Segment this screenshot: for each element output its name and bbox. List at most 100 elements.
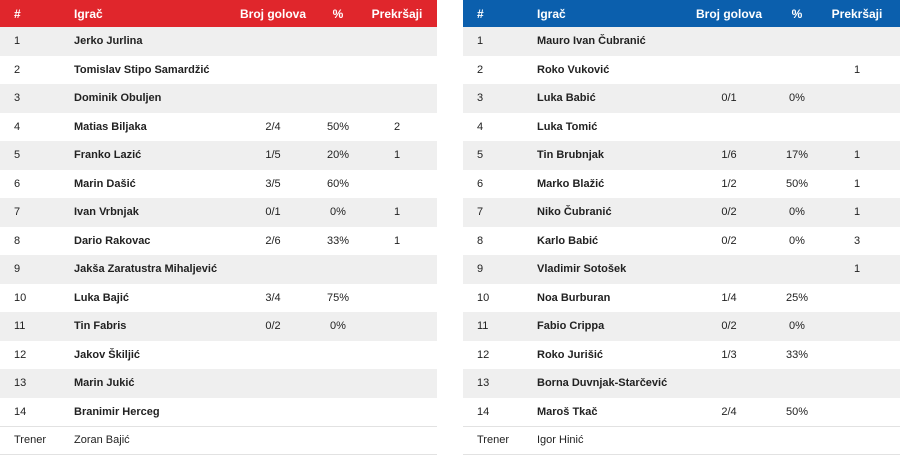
player-fouls (377, 312, 417, 341)
player-row: 1 Jerko Jurlina (0, 27, 437, 56)
coach-label: Trener (14, 434, 46, 447)
player-percent: 17% (785, 149, 809, 162)
player-row: 11 Fabio Crippa 0/2 0% (463, 312, 900, 341)
player-percent (318, 84, 358, 113)
player-percent: 0% (789, 234, 805, 247)
player-name: Fabio Crippa (537, 320, 605, 333)
player-percent (777, 369, 817, 398)
player-goals: 1/5 (265, 149, 281, 162)
player-name: Jakša Zaratustra Mihaljević (74, 263, 218, 276)
header-percent: % (791, 6, 803, 21)
player-percent: 0% (789, 92, 805, 105)
player-name: Marin Dašić (74, 177, 136, 190)
player-fouls: 1 (853, 206, 861, 219)
player-fouls: 1 (853, 149, 861, 162)
player-fouls (837, 341, 877, 370)
player-goals: 1/4 (721, 291, 737, 304)
player-goals: 0/1 (265, 206, 281, 219)
player-goals: 1/6 (721, 149, 737, 162)
player-goals (248, 84, 298, 113)
player-name: Luka Babić (537, 92, 596, 105)
player-number: 10 (477, 291, 490, 304)
player-name: Noa Burburan (537, 291, 611, 304)
player-fouls (837, 398, 877, 427)
away-team-table: # Igrač Broj golova % Prekršaji 1 Mauro I… (463, 0, 900, 455)
player-name: Tin Fabris (74, 320, 127, 333)
player-number: 13 (14, 377, 27, 390)
player-percent: 50% (326, 120, 350, 133)
player-fouls (837, 113, 877, 142)
player-fouls (377, 27, 417, 56)
player-goals: 3/5 (265, 177, 281, 190)
player-percent (318, 255, 358, 284)
player-number: 2 (14, 63, 21, 76)
player-percent: 0% (330, 206, 346, 219)
player-number: 11 (477, 320, 489, 333)
header-number: # (477, 6, 484, 21)
player-percent (777, 27, 817, 56)
player-percent: 25% (785, 291, 809, 304)
player-number: 11 (14, 320, 26, 333)
player-row: 13 Marin Jukić (0, 369, 437, 398)
player-name: Roko Vuković (537, 63, 610, 76)
player-goals: 0/2 (721, 206, 737, 219)
player-number: 4 (14, 120, 21, 133)
player-percent: 75% (326, 291, 350, 304)
player-fouls: 1 (393, 149, 401, 162)
player-goals (704, 27, 754, 56)
player-percent: 50% (785, 177, 809, 190)
player-number: 2 (477, 63, 484, 76)
player-percent: 33% (785, 348, 809, 361)
player-name: Ivan Vrbnjak (74, 206, 139, 219)
player-fouls: 1 (853, 263, 861, 276)
header-goals: Broj golova (240, 6, 307, 21)
player-row: 12 Roko Jurišić 1/3 33% (463, 341, 900, 370)
header-percent: % (332, 6, 344, 21)
player-number: 6 (477, 177, 484, 190)
player-number: 5 (477, 149, 484, 162)
player-goals: 2/6 (265, 234, 281, 247)
player-goals (704, 56, 754, 85)
player-goals (704, 255, 754, 284)
player-fouls (377, 398, 417, 427)
player-name: Marko Blažić (537, 177, 605, 190)
player-name: Tin Brubnjak (537, 149, 605, 162)
player-goals: 0/2 (265, 320, 281, 333)
player-number: 8 (477, 234, 484, 247)
player-number: 10 (14, 291, 27, 304)
player-percent: 0% (330, 320, 346, 333)
player-goals: 0/2 (721, 320, 737, 333)
player-number: 3 (477, 92, 484, 105)
player-percent: 50% (785, 405, 809, 418)
player-goals (704, 369, 754, 398)
player-name: Dominik Obuljen (74, 92, 162, 105)
player-row: 12 Jakov Škiljić (0, 341, 437, 370)
player-number: 7 (477, 206, 484, 219)
player-row: 10 Noa Burburan 1/4 25% (463, 284, 900, 313)
table-header: # Igrač Broj golova % Prekršaji (0, 0, 437, 27)
player-number: 7 (14, 206, 21, 219)
player-fouls: 1 (853, 177, 861, 190)
player-percent (777, 56, 817, 85)
player-number: 12 (14, 348, 27, 361)
player-row: 6 Marin Dašić 3/5 60% (0, 170, 437, 199)
player-name: Maroš Tkač (537, 405, 598, 418)
player-number: 5 (14, 149, 21, 162)
player-name: Niko Čubranić (537, 206, 612, 219)
player-number: 13 (477, 377, 490, 390)
player-fouls (377, 255, 417, 284)
player-row: 8 Dario Rakovac 2/6 33% 1 (0, 227, 437, 256)
table-header: # Igrač Broj golova % Prekršaji (463, 0, 900, 27)
home-team-table: # Igrač Broj golova % Prekršaji 1 Jerko J… (0, 0, 437, 455)
player-row: 6 Marko Blažić 1/2 50% 1 (463, 170, 900, 199)
player-goals (248, 27, 298, 56)
player-row: 4 Matias Biljaka 2/4 50% 2 (0, 113, 437, 142)
player-row: 10 Luka Bajić 3/4 75% (0, 284, 437, 313)
player-number: 9 (14, 263, 21, 276)
player-row: 13 Borna Duvnjak-Starčević (463, 369, 900, 398)
coach-name: Igor Hinić (537, 434, 584, 447)
player-number: 1 (477, 35, 484, 48)
header-number: # (14, 6, 21, 21)
player-fouls: 3 (853, 234, 861, 247)
player-fouls (377, 369, 417, 398)
